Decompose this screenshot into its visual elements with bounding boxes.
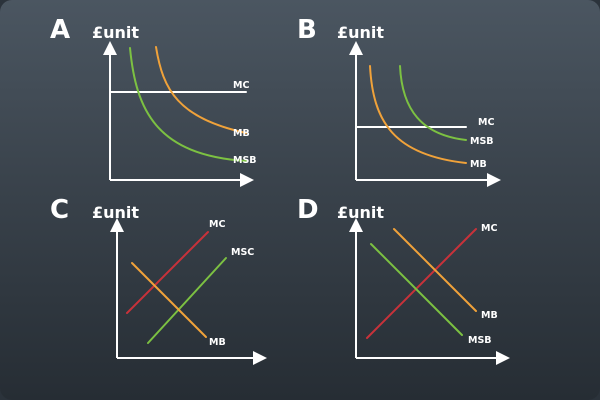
curve-label-mc: MC [209,219,225,230]
curve-label-mb: MB [209,337,226,348]
y-axis-label: £unit [337,23,384,42]
panel-d: D £unit MC MB MSB [297,195,510,365]
curve-label-mc: MC [233,80,249,91]
curve-mc [366,228,477,339]
panel-letter: D [297,195,319,225]
curve-label-msb: MSB [233,155,257,166]
y-axis-label: £unit [92,203,139,222]
curve-label-mb: MB [481,310,498,321]
curve-label-msb: MSB [470,136,494,147]
curve-label-mc: MC [481,223,497,234]
curve-label-msb: MSB [468,335,492,346]
curve-msb [370,243,463,336]
curve-mb [155,46,247,134]
curve-mb [131,262,207,338]
curve-label-mb: MB [233,128,250,139]
panel-a: A £unit MC MB MSB [50,15,257,187]
curve-mb [369,65,467,164]
y-axis-label: £unit [337,203,384,222]
panel-letter: B [297,15,317,45]
curve-mb [393,228,477,312]
curve-label-mb: MB [470,159,487,170]
curve-msb [129,47,247,162]
curve-msc [147,257,227,344]
curve-msb [399,65,467,141]
panel-b: B £unit MC MSB MB [297,15,501,187]
curve-label-mc: MC [478,117,494,128]
curve-mc [126,231,209,314]
y-axis-label: £unit [92,23,139,42]
panel-letter: C [50,195,69,225]
curve-label-msc: MSC [231,247,254,258]
panel-letter: A [50,15,70,45]
panel-c: C £unit MC MSC MB [50,195,267,365]
